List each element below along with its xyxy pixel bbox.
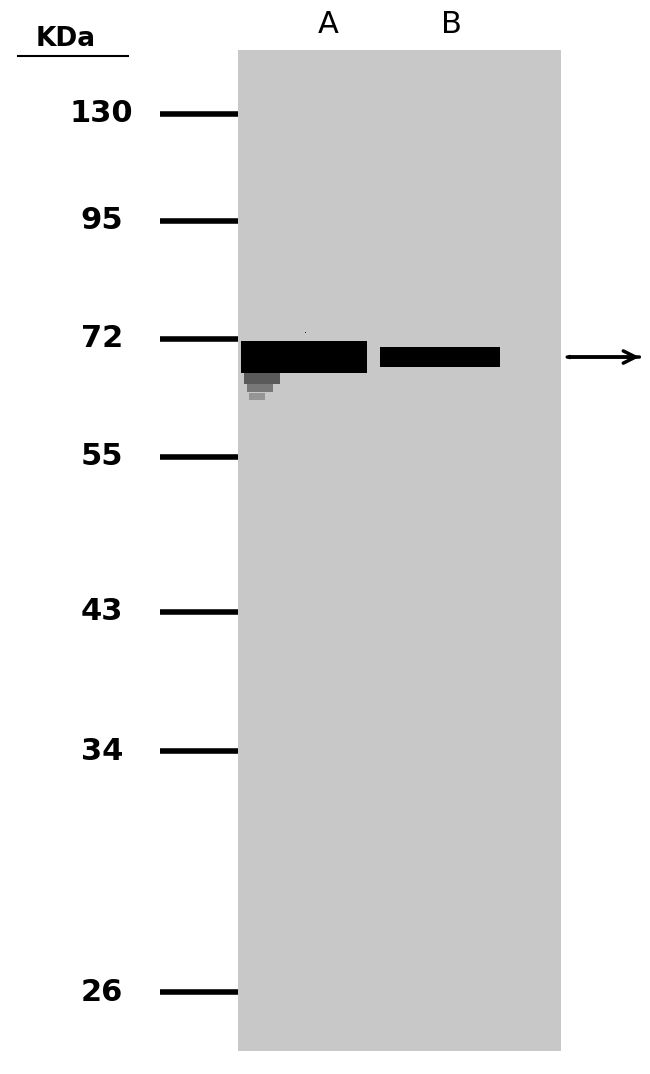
Text: 55: 55: [81, 442, 123, 471]
Text: A: A: [318, 11, 339, 40]
Text: 95: 95: [81, 206, 123, 235]
Text: ·: ·: [304, 329, 307, 338]
Text: 34: 34: [81, 737, 123, 766]
Bar: [249, 393, 265, 400]
Text: B: B: [441, 11, 462, 40]
Text: KDa: KDa: [36, 26, 96, 52]
Text: 43: 43: [81, 597, 123, 626]
Text: 26: 26: [81, 977, 123, 1006]
Bar: [380, 347, 500, 366]
Bar: [241, 340, 367, 373]
Text: 72: 72: [81, 324, 123, 353]
Bar: [244, 373, 280, 383]
Bar: [248, 383, 273, 392]
Text: 130: 130: [70, 100, 133, 129]
Bar: [238, 49, 561, 1051]
